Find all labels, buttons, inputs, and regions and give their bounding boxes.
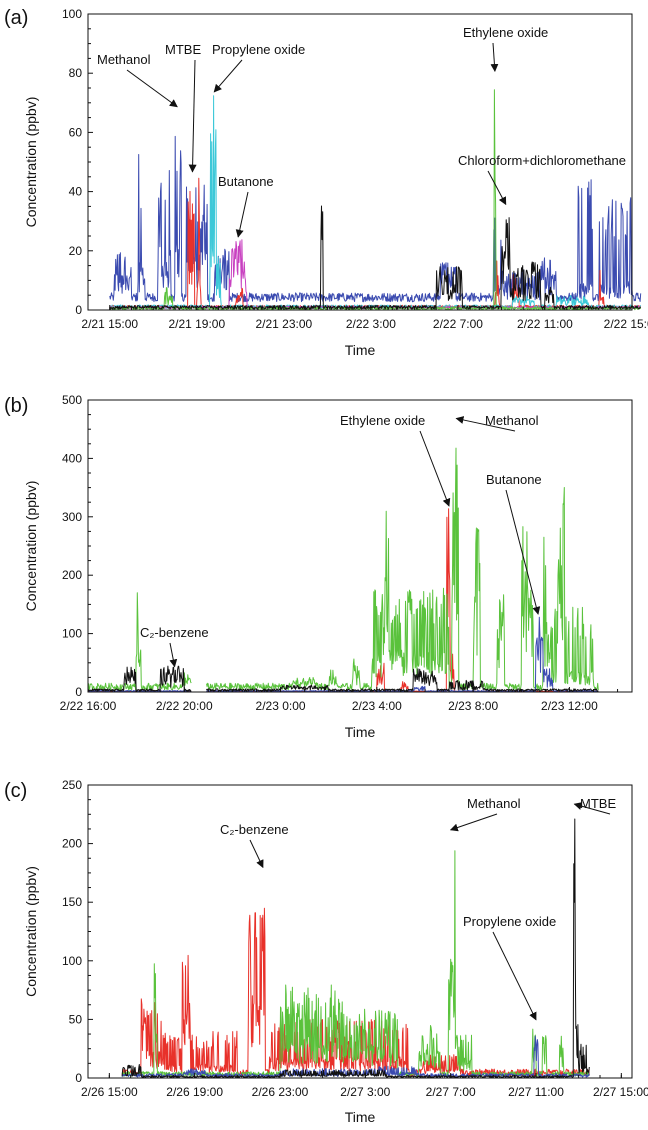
annotation-label: Methanol bbox=[467, 796, 521, 811]
chart-panel-a: (a) 0 20 40 60 80 100 2/21 15:00 2/21 19:00 2/21 … bbox=[4, 7, 648, 358]
x-axis-title: Time bbox=[345, 1109, 376, 1125]
x-tick-label: 2/21 19:00 bbox=[168, 317, 225, 331]
annotation-arrow bbox=[449, 813, 498, 832]
annotation-label: Methanol bbox=[97, 52, 151, 67]
x-tick-label: 2/26 15:00 bbox=[81, 1085, 138, 1099]
annotation-label: Ethylene oxide bbox=[340, 413, 425, 428]
annotation-arrow bbox=[573, 802, 611, 815]
y-tick-label: 0 bbox=[75, 1071, 82, 1085]
x-tick-label: 2/22 3:00 bbox=[346, 317, 396, 331]
panel-label: (a) bbox=[4, 7, 28, 29]
x-tick-label: 2/27 11:00 bbox=[508, 1085, 564, 1099]
x-tick-label: 2/23 8:00 bbox=[448, 699, 498, 713]
x-tick-label: 2/22 7:00 bbox=[433, 317, 483, 331]
y-tick-label: 200 bbox=[62, 837, 82, 851]
y-tick-label: 300 bbox=[62, 510, 82, 524]
chart-panel-c: (c) 0 50 100 150 200 250 2/26 15:00 2/26 19:00 2/… bbox=[4, 778, 648, 1125]
annotation-arrow bbox=[249, 839, 264, 869]
series-line-mtbe bbox=[121, 818, 590, 1079]
x-tick-label: 2/26 23:00 bbox=[252, 1085, 309, 1099]
y-tick-label: 40 bbox=[69, 185, 83, 199]
x-tick-label: 2/27 7:00 bbox=[426, 1085, 476, 1099]
annotation-arrow bbox=[126, 69, 178, 108]
y-tick-label: 400 bbox=[62, 451, 82, 465]
series-line-c2-benzene bbox=[121, 907, 590, 1077]
annotation-arrow bbox=[213, 59, 243, 93]
annotation-arrow bbox=[455, 416, 516, 432]
annotation-arrow bbox=[487, 170, 507, 206]
x-tick-label: 2/23 4:00 bbox=[352, 699, 402, 713]
x-axis-title: Time bbox=[345, 342, 376, 358]
y-axis-title: Concentration (ppbv) bbox=[23, 866, 39, 997]
x-tick-label: 2/26 19:00 bbox=[166, 1085, 223, 1099]
annotation-arrow bbox=[235, 191, 249, 238]
annotation-label: Methanol bbox=[485, 413, 539, 428]
annotation-arrow bbox=[505, 489, 541, 615]
annotation-arrow bbox=[188, 59, 197, 173]
annotation-label: Propylene oxide bbox=[212, 42, 305, 57]
x-tick-label: 2/22 15:00 bbox=[604, 317, 648, 331]
annotation-label: Butanone bbox=[218, 174, 274, 189]
x-tick-label: 2/22 20:00 bbox=[156, 699, 213, 713]
y-tick-label: 50 bbox=[69, 1012, 83, 1026]
annotation-label: MTBE bbox=[580, 796, 616, 811]
chart-panel-b: (b) 0 100 200 300 400 500 2/22 16:00 2/22 20:00 2… bbox=[4, 393, 633, 740]
annotation-label: Ethylene oxide bbox=[463, 25, 548, 40]
y-tick-label: 250 bbox=[62, 778, 82, 792]
annotation-arrow bbox=[492, 931, 537, 1021]
annotation-label: C₂-benzene bbox=[140, 625, 209, 640]
annotation-label: C₂-benzene bbox=[220, 822, 289, 837]
series-line-mtbe bbox=[109, 177, 642, 309]
annotation-label: Butanone bbox=[486, 472, 542, 487]
y-axis-title: Concentration (ppbv) bbox=[23, 481, 39, 612]
y-axis-title: Concentration (ppbv) bbox=[23, 97, 39, 228]
annotation-label: Chloroform+dichloromethane bbox=[458, 153, 626, 168]
x-tick-label: 2/27 15:00 bbox=[593, 1085, 648, 1099]
y-tick-label: 500 bbox=[62, 393, 82, 407]
series-line-chloroform-dichloromethane bbox=[109, 205, 642, 310]
series-line-methanol bbox=[87, 447, 599, 691]
y-tick-label: 150 bbox=[62, 895, 82, 909]
annotation-arrow bbox=[490, 42, 499, 72]
y-tick-label: 200 bbox=[62, 568, 82, 582]
y-tick-label: 100 bbox=[62, 7, 82, 21]
annotation-arrow bbox=[419, 430, 451, 507]
y-tick-label: 20 bbox=[69, 244, 83, 258]
y-tick-label: 100 bbox=[62, 954, 82, 968]
annotation-label: Propylene oxide bbox=[463, 914, 556, 929]
annotation-label: MTBE bbox=[165, 42, 201, 57]
y-tick-label: 60 bbox=[69, 125, 83, 139]
y-tick-label: 0 bbox=[75, 685, 82, 699]
y-tick-label: 100 bbox=[62, 627, 82, 641]
x-tick-label: 2/21 15:00 bbox=[81, 317, 138, 331]
x-tick-label: 2/23 12:00 bbox=[541, 699, 598, 713]
panel-label: (b) bbox=[4, 395, 28, 417]
x-axis-title: Time bbox=[345, 724, 376, 740]
x-tick-label: 2/22 11:00 bbox=[517, 317, 573, 331]
x-tick-label: 2/23 0:00 bbox=[256, 699, 306, 713]
x-tick-label: 2/21 23:00 bbox=[255, 317, 312, 331]
y-tick-label: 0 bbox=[75, 303, 82, 317]
y-tick-label: 80 bbox=[69, 66, 83, 80]
panel-label: (c) bbox=[4, 780, 27, 802]
x-tick-label: 2/27 3:00 bbox=[340, 1085, 390, 1099]
series-line-c2-benzene bbox=[87, 665, 599, 692]
x-tick-label: 2/22 16:00 bbox=[60, 699, 117, 713]
annotation-arrow bbox=[169, 642, 178, 668]
